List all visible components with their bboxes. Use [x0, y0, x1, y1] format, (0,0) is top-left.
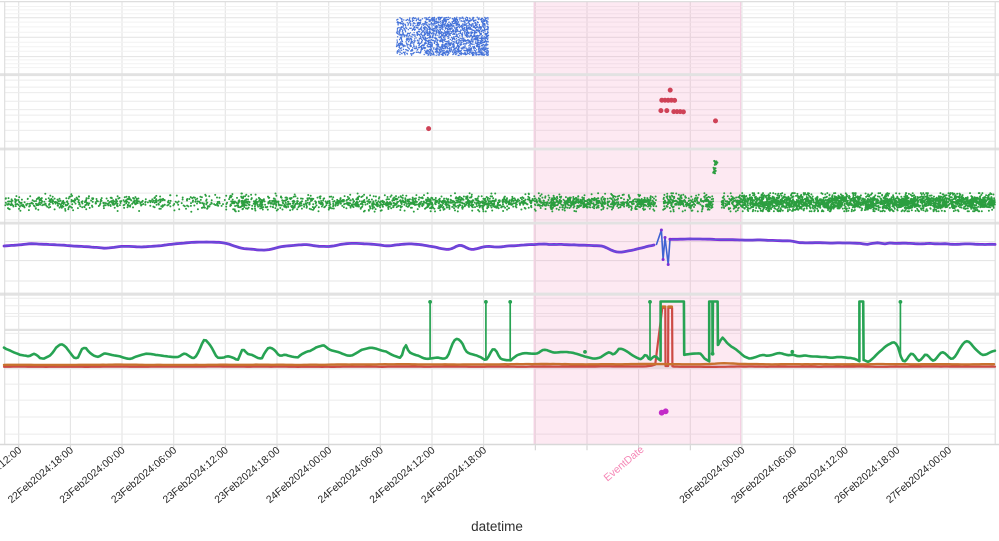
svg-text:datetime: datetime	[471, 519, 523, 534]
